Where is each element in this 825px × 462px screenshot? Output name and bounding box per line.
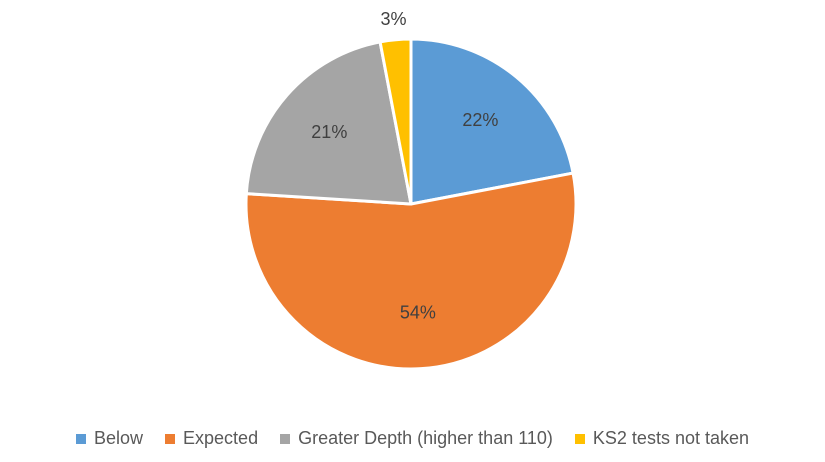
legend-label: Below: [94, 428, 144, 448]
legend-label: KS2 tests not taken: [592, 428, 749, 448]
legend: Below Expected Greater Depth (higher than …: [0, 428, 825, 449]
pie-data-labels: 22% 54% 21% 3%: [311, 9, 498, 323]
pie-slice-ks2-tests-not-taken: [378, 37, 413, 206]
data-label-greater-depth-higher-than-110: 21%: [311, 122, 347, 142]
legend-item-below: Below: [76, 428, 143, 449]
legend-label: Greater Depth (higher than 110): [298, 428, 553, 448]
legend-item-greater-depth-higher-than-110: Greater Depth (higher than 110): [280, 428, 553, 449]
data-label-expected: 54%: [400, 303, 436, 323]
legend-item-expected: Expected: [165, 428, 258, 449]
pie-slice-below: [409, 37, 575, 206]
legend-label: Expected: [183, 428, 259, 448]
legend-item-ks2-tests-not-taken: KS2 tests not taken: [574, 428, 749, 449]
pie-slice-greater-depth-higher-than-110: [244, 40, 413, 206]
pie-chart: 22% 54% 21% 3%: [244, 9, 578, 371]
legend-swatch: [280, 433, 291, 444]
data-label-ks2-tests-not-taken: 3%: [380, 9, 406, 29]
legend-swatch: [76, 433, 86, 444]
pie-slice-expected: [244, 171, 578, 371]
pie-slices: [244, 37, 578, 371]
legend-swatch: [165, 433, 176, 444]
data-label-below: 22%: [462, 110, 498, 130]
legend-swatch: [574, 433, 585, 444]
